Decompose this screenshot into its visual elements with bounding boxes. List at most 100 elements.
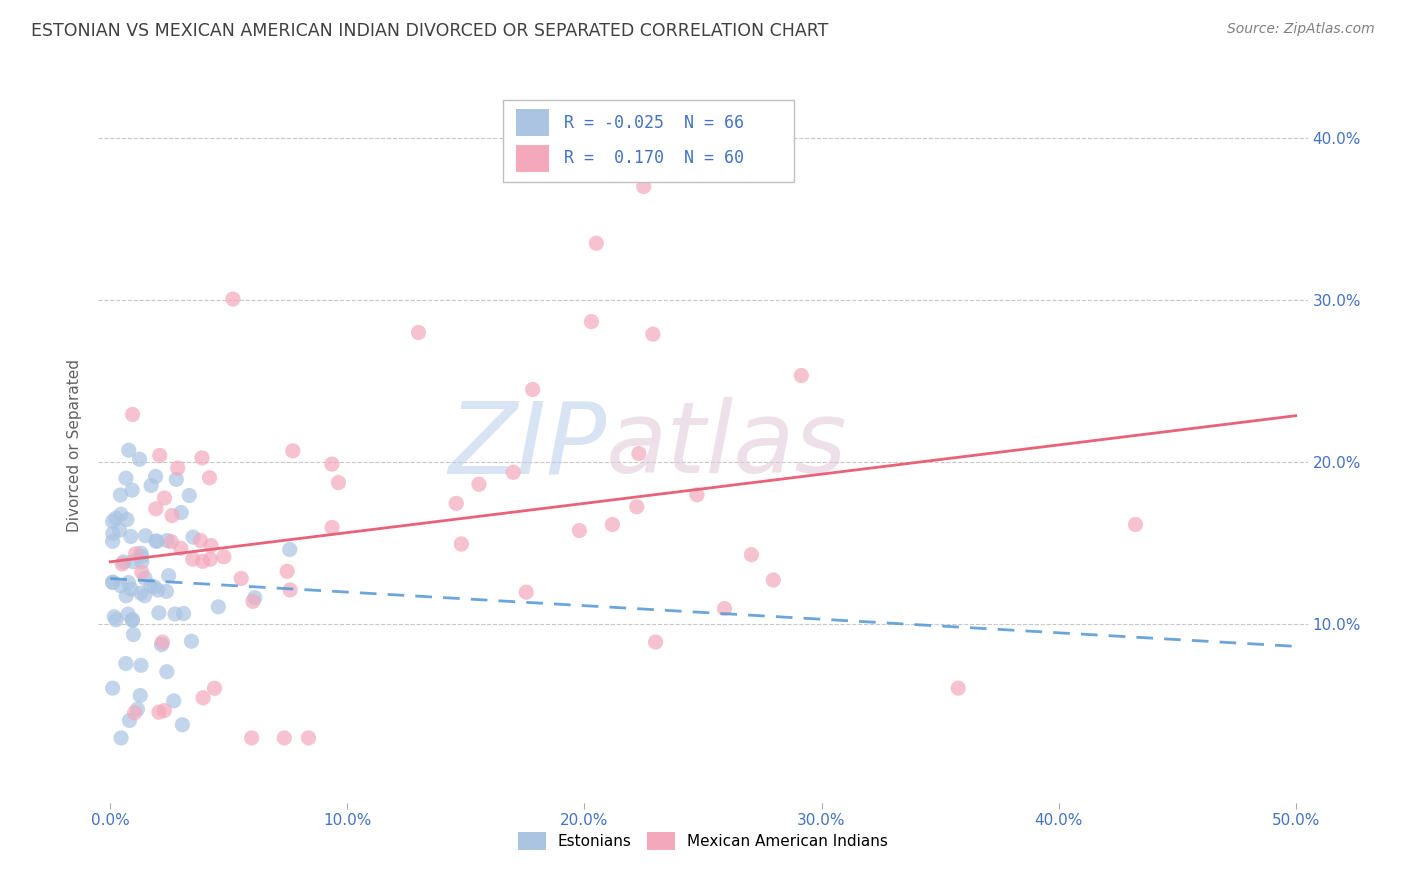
- Point: [408, 326, 430, 340]
- Point: [134, 571, 156, 585]
- Point: [117, 607, 139, 621]
- Point: [644, 635, 666, 649]
- Point: [242, 594, 264, 608]
- Point: [278, 542, 301, 557]
- Point: [112, 555, 135, 569]
- Point: [145, 501, 167, 516]
- Point: [101, 575, 124, 590]
- Point: [156, 533, 179, 548]
- Point: [160, 508, 183, 523]
- Point: [121, 483, 143, 497]
- Point: [166, 461, 188, 475]
- Point: [153, 491, 176, 505]
- Point: [139, 478, 162, 492]
- Text: atlas: atlas: [606, 398, 848, 494]
- Point: [231, 572, 253, 586]
- Point: [118, 443, 141, 458]
- Point: [120, 529, 142, 543]
- Point: [128, 452, 150, 467]
- Point: [131, 555, 153, 569]
- Legend: Estonians, Mexican American Indians: Estonians, Mexican American Indians: [512, 826, 894, 855]
- Point: [204, 681, 226, 696]
- Y-axis label: Divorced or Separated: Divorced or Separated: [67, 359, 83, 533]
- Point: [121, 613, 143, 627]
- Point: [278, 582, 301, 597]
- Point: [686, 488, 709, 502]
- Point: [134, 589, 156, 603]
- Point: [121, 613, 143, 627]
- Point: [139, 579, 162, 593]
- Point: [179, 488, 201, 502]
- Point: [101, 526, 124, 541]
- Point: [101, 534, 124, 549]
- Point: [602, 517, 624, 532]
- Point: [117, 575, 139, 590]
- Point: [114, 657, 136, 671]
- Text: Source: ZipAtlas.com: Source: ZipAtlas.com: [1227, 22, 1375, 37]
- Point: [450, 537, 472, 551]
- Point: [191, 450, 214, 465]
- Point: [568, 524, 591, 538]
- Point: [118, 714, 141, 728]
- Point: [1125, 517, 1147, 532]
- Point: [191, 690, 214, 705]
- Point: [110, 731, 132, 745]
- Point: [105, 613, 128, 627]
- Point: [110, 579, 132, 593]
- Point: [468, 477, 491, 491]
- Point: [762, 573, 785, 587]
- Point: [145, 533, 167, 548]
- Point: [198, 471, 221, 485]
- Text: R =  0.170  N = 60: R = 0.170 N = 60: [564, 150, 744, 168]
- Point: [181, 552, 204, 566]
- Point: [713, 601, 735, 615]
- Point: [110, 488, 132, 502]
- Point: [207, 599, 229, 614]
- Point: [146, 583, 169, 598]
- Point: [129, 586, 152, 600]
- Point: [122, 627, 145, 641]
- Point: [143, 580, 166, 594]
- Point: [170, 541, 193, 556]
- Point: [110, 508, 132, 522]
- Point: [124, 547, 146, 561]
- Point: [321, 457, 343, 471]
- Point: [122, 555, 145, 569]
- Point: [180, 634, 202, 648]
- Point: [120, 582, 142, 596]
- Point: [101, 681, 124, 695]
- Point: [633, 179, 655, 194]
- Point: [243, 591, 266, 605]
- FancyBboxPatch shape: [516, 145, 550, 172]
- Point: [190, 533, 212, 548]
- Point: [321, 520, 343, 534]
- Point: [281, 443, 304, 458]
- Point: [115, 512, 138, 526]
- Point: [273, 731, 295, 745]
- Text: ESTONIAN VS MEXICAN AMERICAN INDIAN DIVORCED OR SEPARATED CORRELATION CHART: ESTONIAN VS MEXICAN AMERICAN INDIAN DIVO…: [31, 22, 828, 40]
- Point: [129, 689, 152, 703]
- Point: [157, 568, 180, 582]
- Point: [131, 565, 153, 579]
- Point: [148, 705, 170, 719]
- Point: [150, 638, 173, 652]
- Point: [149, 449, 172, 463]
- Point: [170, 506, 193, 520]
- Point: [627, 446, 650, 460]
- Point: [115, 589, 138, 603]
- Point: [181, 530, 204, 544]
- Point: [111, 557, 134, 571]
- Point: [515, 585, 537, 599]
- Point: [131, 549, 153, 564]
- Point: [124, 706, 146, 720]
- Point: [276, 564, 298, 578]
- Point: [153, 704, 176, 718]
- Point: [156, 665, 179, 679]
- Point: [103, 609, 125, 624]
- Point: [200, 539, 222, 553]
- Point: [152, 635, 174, 649]
- Point: [155, 584, 177, 599]
- Point: [101, 575, 124, 590]
- Point: [101, 515, 124, 529]
- Text: R = -0.025  N = 66: R = -0.025 N = 66: [564, 114, 744, 132]
